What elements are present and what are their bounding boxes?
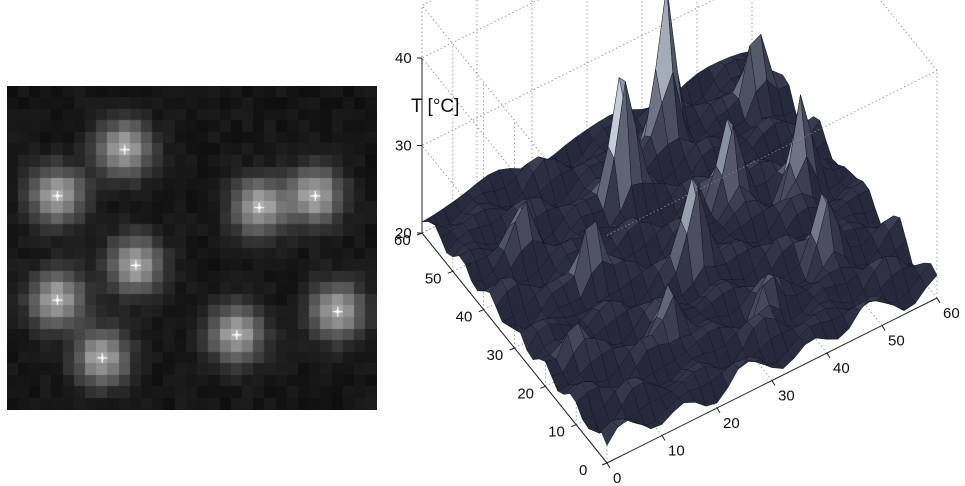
x-tick-mark <box>936 297 941 304</box>
z-tick-label: 30 <box>395 138 412 155</box>
grid-line <box>606 70 938 236</box>
y-tick-label: 20 <box>517 385 534 402</box>
x-tick-label: 40 <box>833 360 850 377</box>
y-tick-mark <box>509 347 515 351</box>
x-tick-label: 10 <box>668 443 685 460</box>
x-tick-mark <box>826 352 831 359</box>
surface-cell <box>919 263 938 289</box>
y-tick-label: 10 <box>548 424 565 441</box>
z-axis-label: T [°C] <box>411 96 459 117</box>
y-tick-mark <box>447 270 454 274</box>
y-tick-label: 60 <box>394 232 411 249</box>
x-tick-mark <box>606 462 611 469</box>
y-tick-label: 50 <box>425 270 442 287</box>
z-tick-label: 40 <box>395 50 412 67</box>
y-tick-mark <box>540 385 546 389</box>
x-tick-mark <box>771 380 776 386</box>
y-tick-mark <box>478 309 484 313</box>
x-tick-mark <box>716 407 721 414</box>
x-tick-label: 0 <box>613 470 621 486</box>
x-tick-label: 30 <box>778 388 795 405</box>
x-tick-label: 60 <box>943 305 960 322</box>
thermal-image-heatmap <box>7 86 377 410</box>
grid-line <box>421 0 714 376</box>
grid-line <box>879 0 938 71</box>
y-tick-label: 40 <box>456 309 473 326</box>
z-tick-label: 20 <box>395 225 412 242</box>
x-tick-mark <box>661 435 666 441</box>
y-tick-label: 0 <box>579 462 587 479</box>
y-tick-mark <box>570 424 577 428</box>
y-tick-mark <box>601 462 608 466</box>
x-tick-label: 50 <box>888 333 905 350</box>
y-tick-label: 30 <box>487 347 504 364</box>
x-tick-label: 20 <box>723 415 740 432</box>
x-tick-mark <box>881 325 886 331</box>
surface-mesh <box>421 0 938 447</box>
